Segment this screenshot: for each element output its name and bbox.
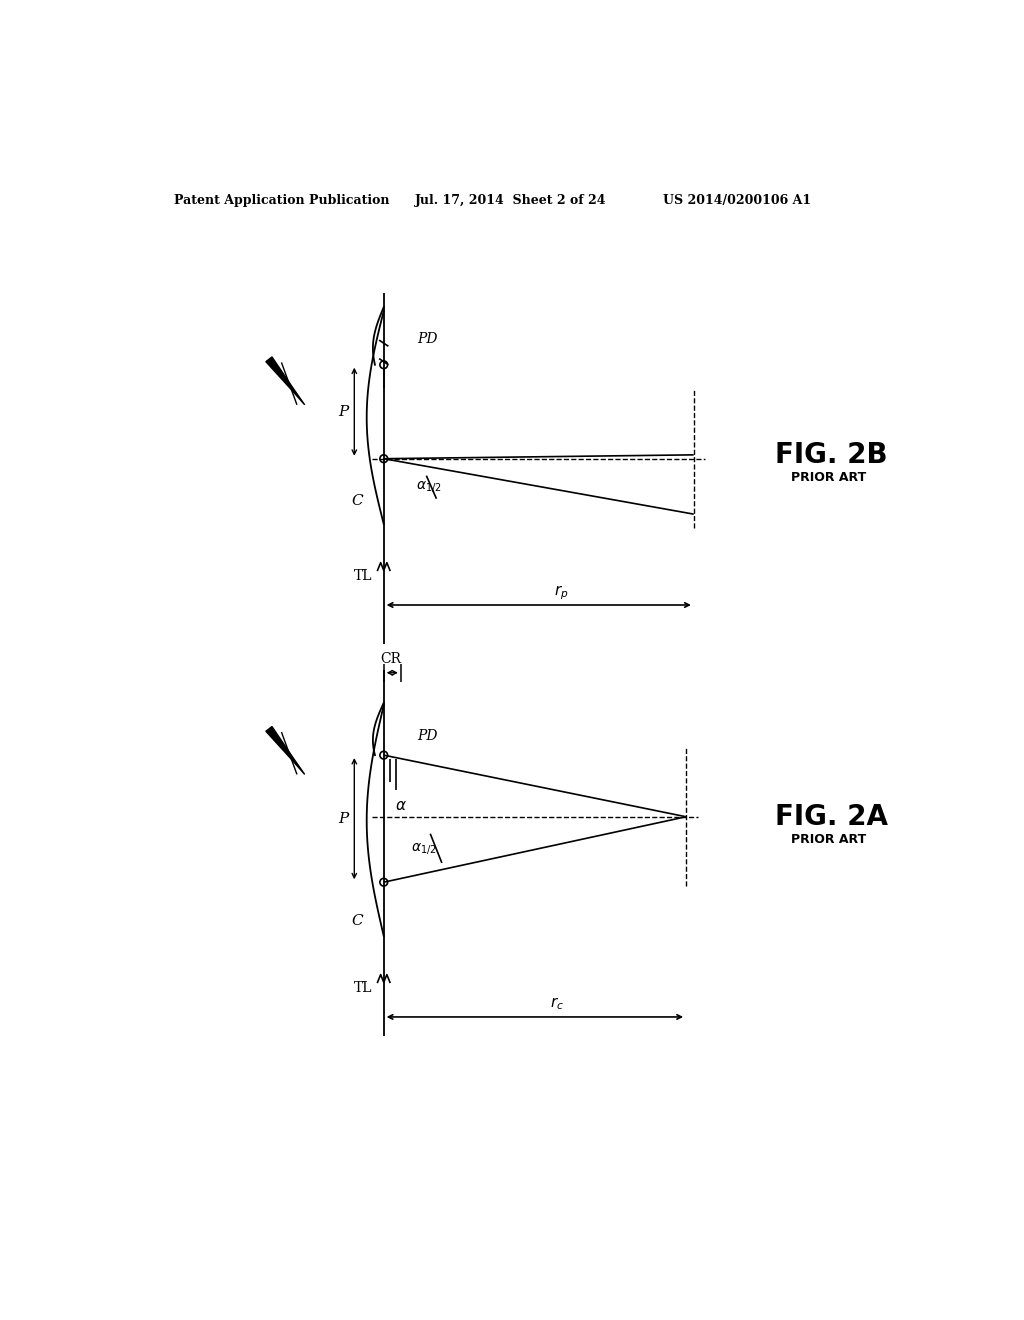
Text: CR: CR: [380, 652, 400, 665]
Text: $\alpha_{1/2}$: $\alpha_{1/2}$: [411, 842, 436, 857]
Text: TL: TL: [354, 569, 373, 582]
Text: US 2014/0200106 A1: US 2014/0200106 A1: [663, 194, 811, 207]
Text: PD: PD: [417, 331, 437, 346]
Text: P: P: [338, 405, 348, 418]
Polygon shape: [266, 356, 305, 405]
Text: PRIOR ART: PRIOR ART: [791, 833, 866, 846]
Text: FIG. 2B: FIG. 2B: [775, 441, 888, 469]
Text: Jul. 17, 2014  Sheet 2 of 24: Jul. 17, 2014 Sheet 2 of 24: [415, 194, 606, 207]
Text: PD: PD: [417, 729, 437, 743]
Text: $\alpha$: $\alpha$: [394, 799, 407, 813]
Text: C: C: [351, 913, 362, 928]
Text: PRIOR ART: PRIOR ART: [791, 471, 866, 484]
Polygon shape: [266, 726, 305, 775]
Text: C: C: [351, 494, 362, 508]
Text: $r_c$: $r_c$: [550, 995, 564, 1012]
Text: $r_p$: $r_p$: [554, 583, 568, 602]
Text: $\alpha_{1/2}$: $\alpha_{1/2}$: [417, 480, 441, 495]
Text: FIG. 2A: FIG. 2A: [775, 803, 888, 830]
Text: P: P: [338, 812, 348, 826]
Text: Patent Application Publication: Patent Application Publication: [174, 194, 390, 207]
Text: TL: TL: [354, 981, 373, 995]
